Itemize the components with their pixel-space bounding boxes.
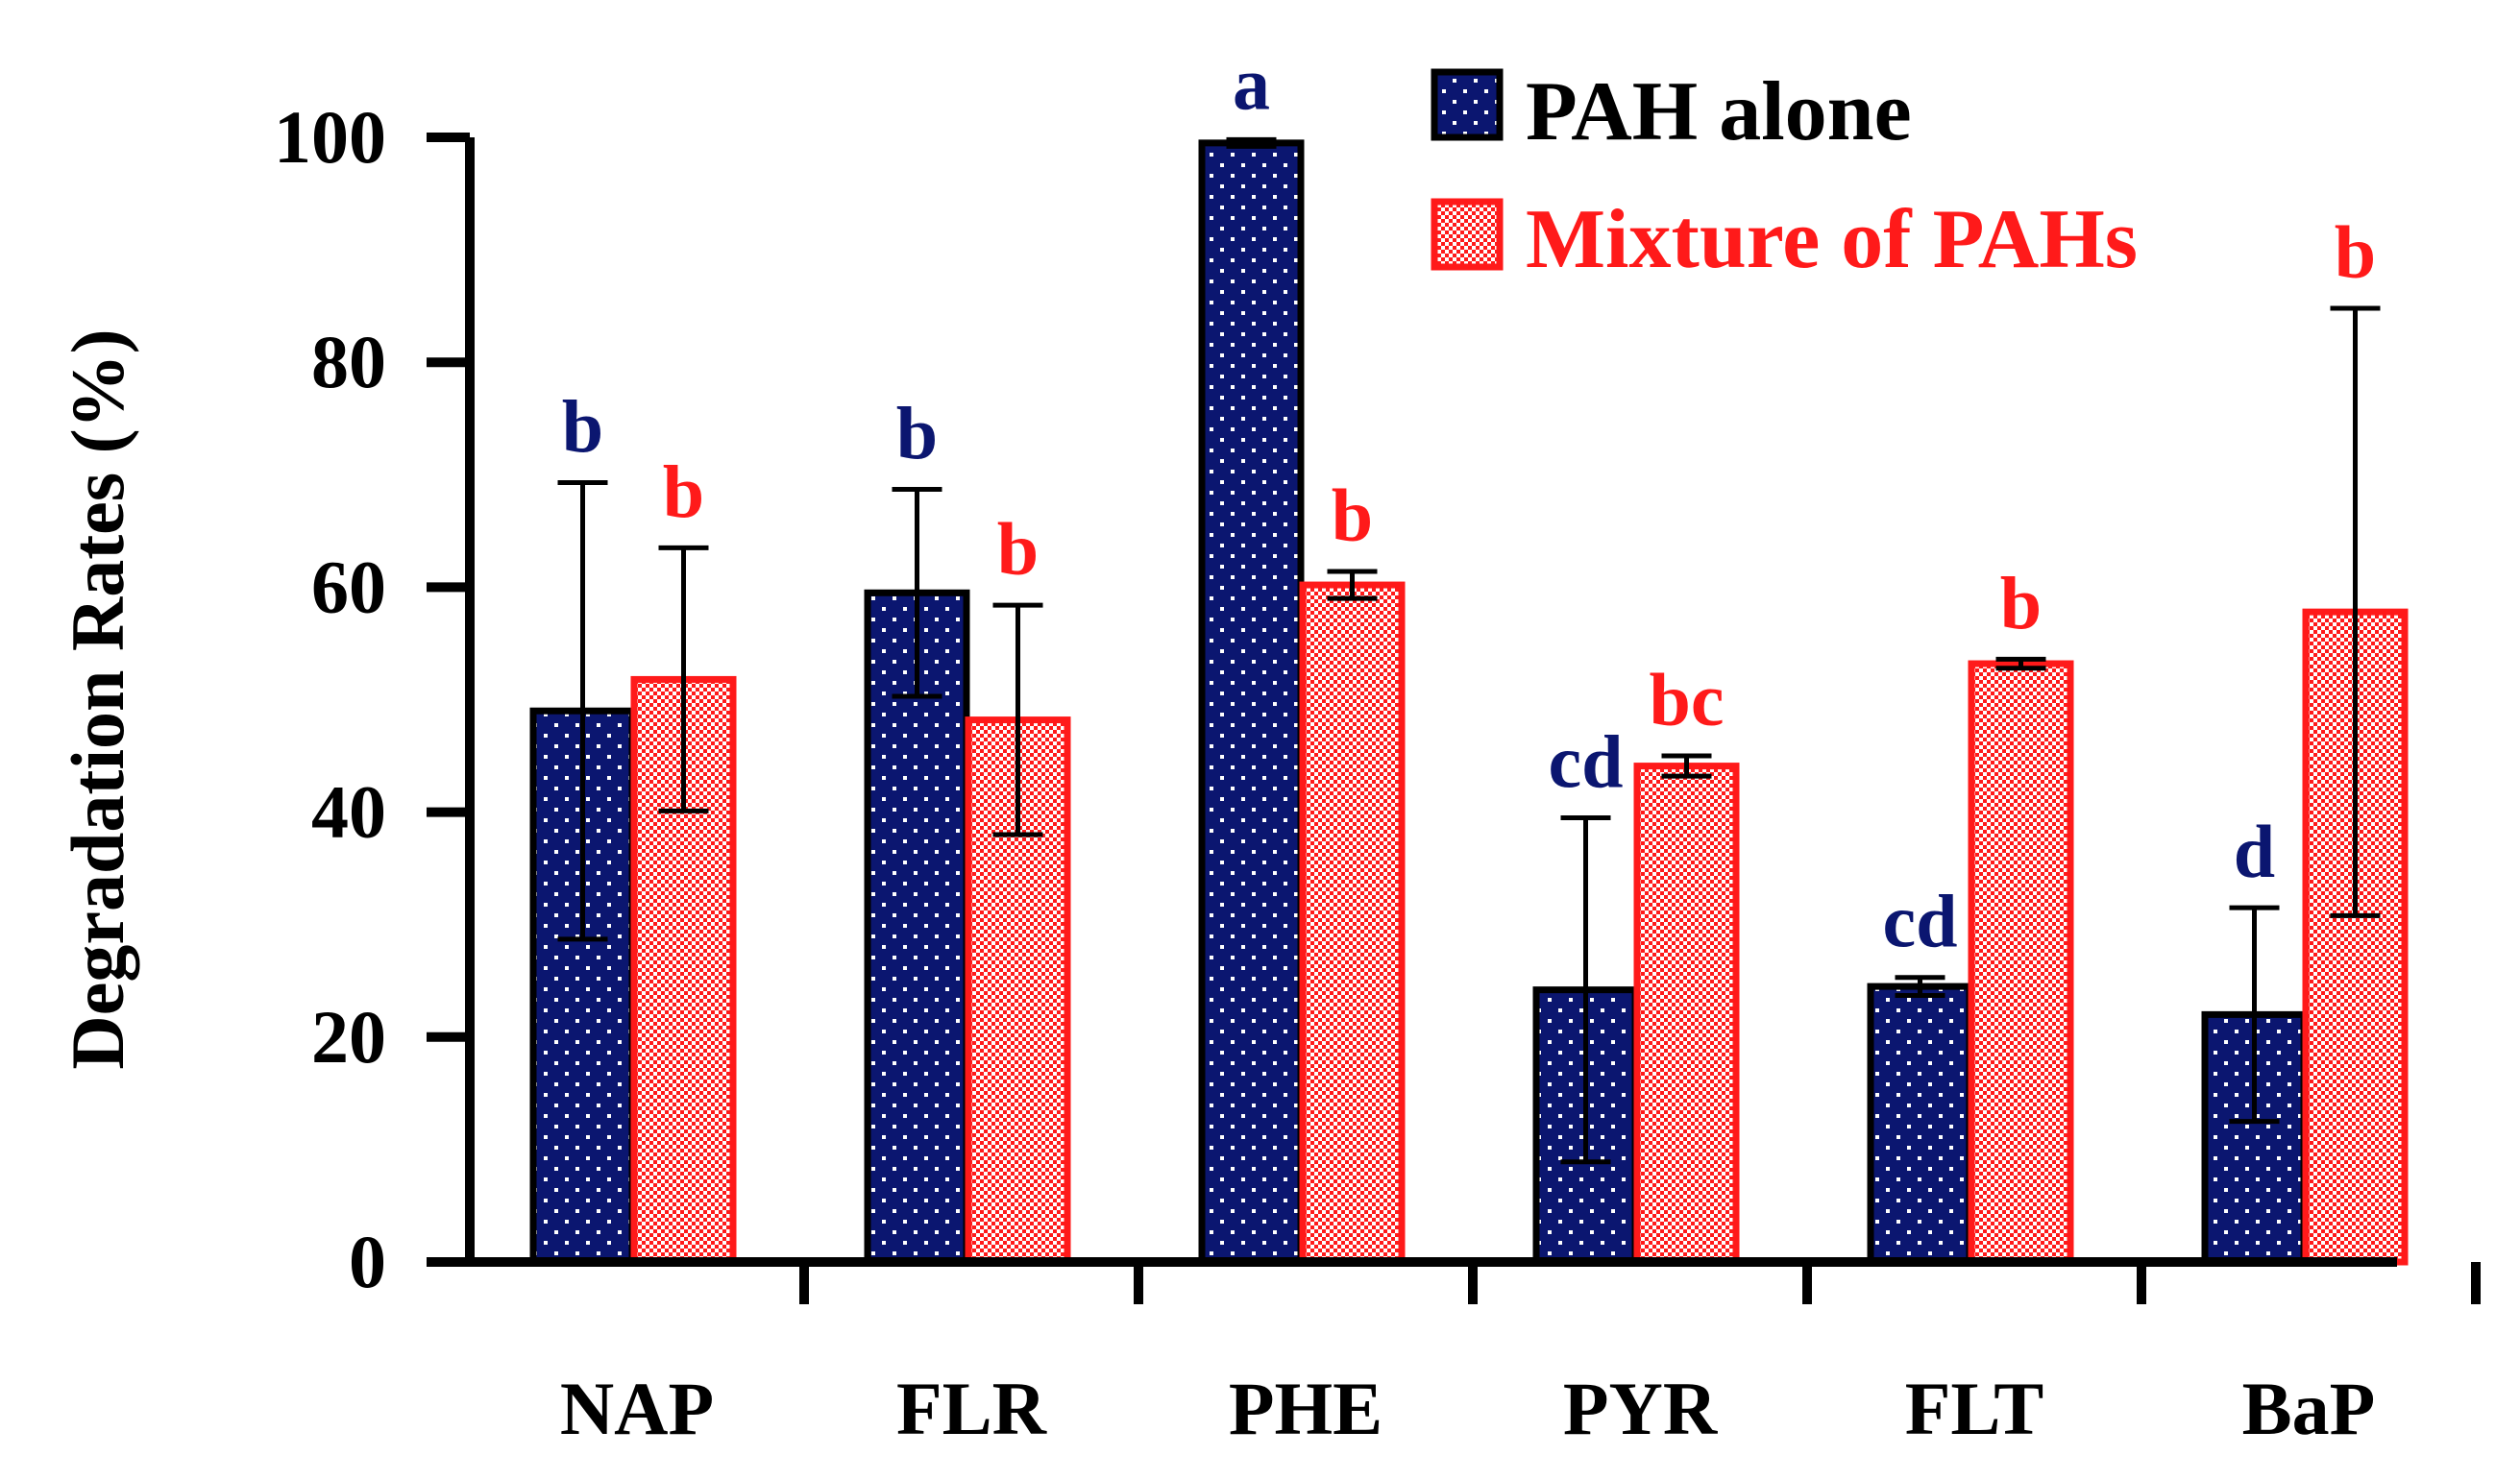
y-axis-title: Degradation Rates (%)	[56, 328, 139, 1069]
error-bar-mixture-of-pahs-bap	[2330, 305, 2381, 918]
error-bar-mixture-of-pahs-phe	[1327, 569, 1378, 601]
bar-mixture-of-pahs-flt	[1968, 660, 2074, 1266]
sig-label-mixture-of-pahs-flt: b	[2000, 561, 2042, 644]
axes	[427, 137, 2397, 1267]
sig-label-pah-alone-flr: b	[896, 392, 938, 475]
legend: PAH alone Mixture of PAHs	[1431, 65, 2138, 286]
y-tick-label-40: 40	[311, 770, 386, 854]
x-tick-label-flt: FLT	[1905, 1367, 2044, 1450]
y-tick-label-20: 20	[311, 995, 386, 1079]
sig-label-mixture-of-pahs-flr: b	[997, 507, 1039, 591]
error-bar-pah-alone-pyr	[1560, 814, 1611, 1165]
bar-pah-alone-flt	[1867, 983, 1973, 1266]
error-bar-pah-alone-bap	[2229, 905, 2280, 1125]
bars-layer	[529, 139, 2409, 1266]
sig-label-pah-alone-phe: a	[1233, 41, 1270, 125]
y-ticks-layer: 0 20 40 60 80 100	[274, 95, 470, 1303]
y-tick-label-60: 60	[311, 545, 386, 628]
legend-swatch-mixture	[1431, 198, 1504, 271]
y-tick-label-100: 100	[274, 95, 386, 179]
x-tick-label-bap: BaP	[2242, 1367, 2376, 1450]
error-bar-pah-alone-nap	[557, 479, 608, 942]
sig-label-pah-alone-flt: cd	[1883, 880, 1958, 963]
error-bar-pah-alone-phe	[1226, 136, 1277, 149]
error-bar-pah-alone-flt	[1895, 975, 1945, 998]
sig-label-pah-alone-nap: b	[562, 384, 603, 468]
sig-label-pah-alone-bap: d	[2234, 810, 2275, 893]
x-tick-label-phe: PHE	[1229, 1367, 1382, 1450]
legend-swatch-pah-alone	[1431, 68, 1504, 141]
error-bar-pah-alone-flr	[892, 487, 942, 699]
bar-mixture-of-pahs-phe	[1299, 581, 1406, 1266]
y-tick-label-80: 80	[311, 320, 386, 403]
sig-label-mixture-of-pahs-nap: b	[663, 449, 704, 533]
y-tick-label-0: 0	[349, 1220, 386, 1303]
sig-label-mixture-of-pahs-pyr: bc	[1650, 658, 1725, 741]
x-tick-label-nap: NAP	[560, 1367, 714, 1450]
error-bar-mixture-of-pahs-pyr	[1661, 753, 1712, 779]
error-bar-mixture-of-pahs-flr	[992, 602, 1043, 837]
error-bar-mixture-of-pahs-nap	[658, 545, 709, 813]
sig-label-mixture-of-pahs-phe: b	[1332, 473, 1373, 557]
bar-pah-alone-phe	[1198, 139, 1305, 1266]
sig-label-mixture-of-pahs-bap: b	[2335, 210, 2376, 294]
legend-label-pah-alone: PAH alone	[1526, 65, 1912, 158]
error-bars-layer	[557, 136, 2381, 1165]
error-bar-mixture-of-pahs-flt	[1995, 656, 2046, 671]
bar-mixture-of-pahs-pyr	[1633, 763, 1740, 1266]
sig-label-pah-alone-pyr: cd	[1549, 719, 1624, 803]
x-ticks-layer: NAP FLR PHE PYR FLT BaP	[560, 1262, 2481, 1450]
legend-label-mixture: Mixture of PAHs	[1526, 193, 2138, 286]
x-tick-label-pyr: PYR	[1563, 1367, 1719, 1450]
x-tick-label-flr: FLR	[896, 1367, 1048, 1450]
